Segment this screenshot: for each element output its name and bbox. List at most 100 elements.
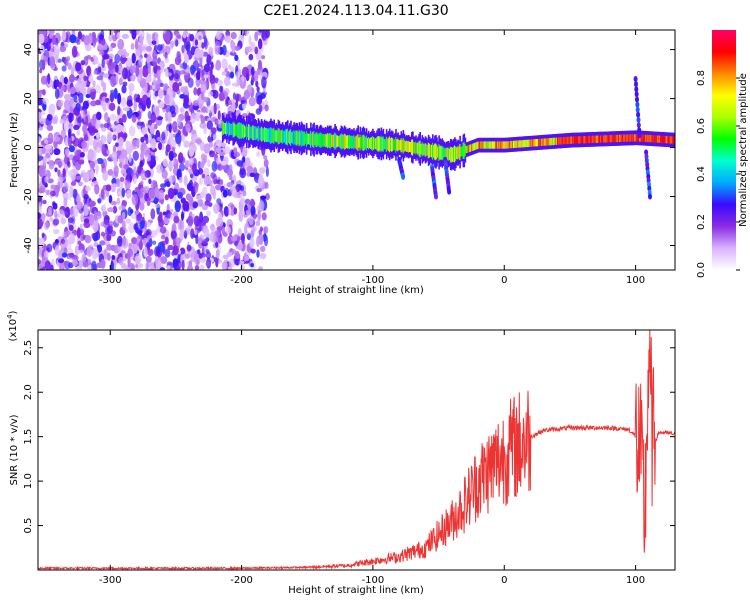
heatmap-noise-cell [241, 75, 245, 83]
heatmap-ridge-core [258, 127, 261, 141]
heatmap-noise-cell [54, 167, 58, 173]
heatmap-noise-cell [190, 173, 194, 178]
heatmap-noise-cell [184, 110, 189, 123]
heatmap-ridge-core [376, 137, 378, 151]
heatmap-noise-cell [166, 124, 171, 132]
heatmap-noise-cell [235, 93, 240, 102]
heatmap-noise-cell [110, 183, 118, 188]
heatmap-noise-cell [103, 73, 109, 78]
heatmap-ridge-core [262, 128, 265, 141]
x-tick-label: 100 [626, 275, 645, 286]
heatmap-noise-cell [173, 254, 179, 259]
heatmap-ridge-core [386, 138, 389, 151]
heatmap-noise-cell [215, 218, 220, 227]
heatmap-ridge-core [396, 139, 398, 151]
heatmap-ridge-core [628, 134, 631, 142]
heatmap-ridge-core [573, 136, 576, 144]
heatmap-noise-cell [120, 149, 128, 159]
heatmap-ridge-core [615, 134, 618, 143]
heatmap-noise-cell [143, 146, 151, 157]
heatmap-noise-cell [263, 226, 269, 234]
heatmap-ridge-core [293, 130, 295, 146]
heatmap-noise-cell [102, 203, 106, 212]
heatmap-noise-cell [211, 160, 218, 172]
heatmap-noise-cell [150, 138, 157, 150]
heatmap-noise-cell [38, 136, 41, 143]
heatmap-noise-cell [174, 200, 181, 213]
heatmap-noise-cell [170, 230, 177, 240]
heatmap-noise-cell [118, 117, 123, 124]
heatmap-noise-cell [39, 44, 45, 53]
heatmap-ridge-core [558, 137, 560, 145]
heatmap-noise-cell [126, 99, 133, 107]
heatmap-noise-cell [122, 200, 128, 207]
heatmap-noise-cell [92, 129, 99, 134]
heatmap-ridge-core [255, 126, 258, 140]
heatmap-noise-cell [156, 44, 163, 51]
y-tick-label: 20 [23, 92, 34, 105]
heatmap-noise-cell [106, 223, 113, 235]
heatmap-noise-cell [217, 110, 221, 121]
heatmap-noise-cell [193, 181, 198, 187]
heatmap-noise-cell [63, 261, 67, 266]
heatmap-noise-cell [230, 236, 238, 242]
heatmap-ridge-core [305, 131, 308, 147]
heatmap-noise-cell [78, 181, 83, 187]
heatmap-noise-cell [117, 38, 125, 51]
heatmap-noise-cell [164, 51, 168, 60]
heatmap-noise-cell [128, 82, 135, 92]
heatmap-ridge-core [413, 142, 415, 154]
heatmap-ridge-core [630, 134, 633, 142]
heatmap-ridge-core [512, 140, 515, 149]
heatmap-ridge-core [669, 136, 672, 144]
heatmap-noise-cell [95, 84, 101, 94]
heatmap-noise-cell [146, 97, 151, 109]
heatmap-ridge-core [392, 138, 394, 152]
heatmap-noise-cell [183, 175, 188, 186]
heatmap-ridge-core [241, 124, 244, 138]
heatmap-noise-cell [190, 129, 197, 135]
heatmap-ridge-core [470, 144, 473, 152]
heatmap-noise-cell [173, 158, 177, 165]
heatmap-noise-cell [184, 85, 189, 98]
heatmap-ridge-core [559, 137, 561, 145]
heatmap-noise-cell [167, 244, 174, 251]
heatmap-ridge-core [582, 136, 584, 144]
heatmap-streak-cell [401, 173, 406, 180]
heatmap-noise-cell [140, 180, 144, 186]
heatmap-ridge-core [494, 141, 496, 149]
heatmap-noise-cell [47, 178, 54, 184]
heatmap-noise-cell [60, 217, 67, 225]
heatmap-noise-cell [231, 101, 236, 113]
heatmap-ridge-core [312, 131, 314, 147]
heatmap-noise-cell [189, 113, 196, 124]
heatmap-noise-cell [86, 65, 92, 77]
snr-x-ticks: -300 -200 -100 0 100 [99, 330, 645, 586]
heatmap-ridge-core [388, 136, 391, 153]
heatmap-ridge-core [502, 141, 504, 149]
heatmap-noise-cell [121, 237, 129, 249]
heatmap-noise-cell [77, 249, 85, 254]
heatmap-noise-cell [181, 259, 185, 270]
heatmap-ridge-core [477, 141, 479, 149]
heatmap-noise-cell [181, 211, 184, 221]
heatmap-ridge-core [537, 139, 539, 147]
heatmap-ridge-core [248, 124, 250, 141]
colorbar-tick-label: 0.6 [696, 118, 707, 134]
heatmap-ridge-core [486, 141, 489, 149]
heatmap-noise-cell [64, 206, 71, 218]
heatmap-noise-cell [151, 84, 156, 90]
heatmap-ridge-core [355, 136, 357, 149]
heatmap-ridge-core [460, 146, 462, 157]
heatmap-noise-cell [165, 144, 171, 153]
heatmap-ridge-core [238, 122, 241, 140]
heatmap-ridge-core [457, 146, 459, 160]
heatmap-noise-cell [256, 249, 260, 258]
heatmap-ridge-core [588, 135, 591, 144]
heatmap-ridge-core [421, 142, 424, 157]
heatmap-noise-cell [204, 245, 208, 251]
heatmap-noise-cell [86, 245, 93, 257]
heatmap-noise-cell [63, 181, 68, 194]
heatmap-ridge-core [380, 135, 383, 153]
heatmap-noise-cell [176, 265, 180, 270]
